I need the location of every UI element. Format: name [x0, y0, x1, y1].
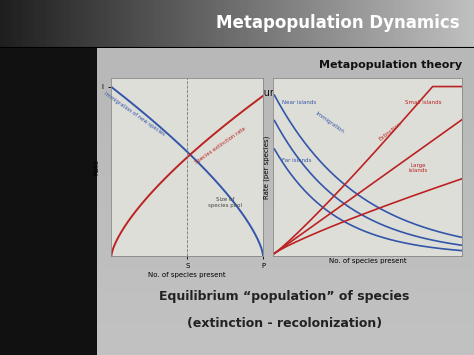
Text: Equilibrium “population” of species: Equilibrium “population” of species — [159, 290, 410, 303]
Text: Metapopulation Dynamics: Metapopulation Dynamics — [216, 14, 460, 32]
Text: Near islands: Near islands — [282, 100, 316, 105]
Text: Extinction: Extinction — [378, 121, 402, 142]
X-axis label: No. of species present: No. of species present — [148, 272, 226, 278]
Text: Immigration: Immigration — [314, 111, 345, 135]
Y-axis label: Rate (per species): Rate (per species) — [263, 135, 270, 198]
Text: (extinction - recolonization): (extinction - recolonization) — [187, 317, 382, 331]
Text: Far islands: Far islands — [282, 158, 311, 163]
Text: Size of
species pool: Size of species pool — [208, 197, 242, 208]
Text: Large
islands: Large islands — [409, 163, 428, 174]
Text: Immigration of new species: Immigration of new species — [103, 91, 165, 137]
Y-axis label: Rate: Rate — [93, 159, 99, 175]
Text: Small islands: Small islands — [405, 100, 442, 105]
Text: The MacArthur-Wilson Equilibrium theory: The MacArthur-Wilson Equilibrium theory — [114, 88, 314, 98]
Text: Metapopulation theory: Metapopulation theory — [319, 60, 462, 70]
Bar — [0, 48, 97, 355]
X-axis label: No. of species present: No. of species present — [328, 258, 406, 264]
Text: Species extinction rate: Species extinction rate — [194, 126, 247, 165]
